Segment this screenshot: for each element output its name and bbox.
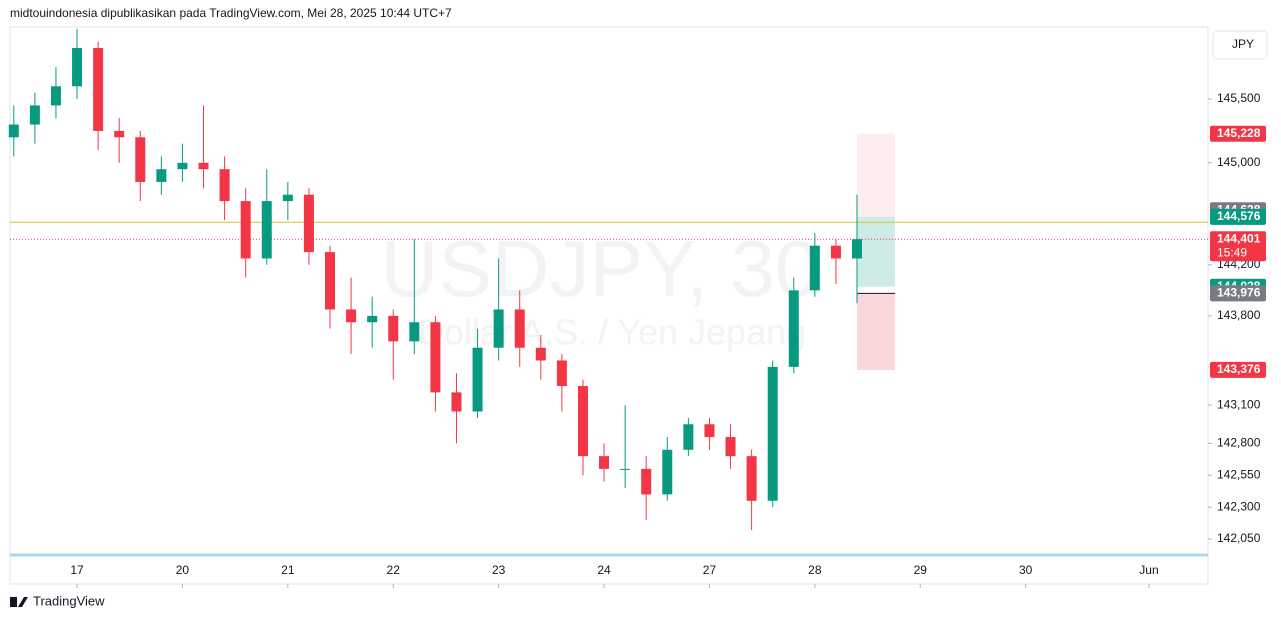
x-tick-label: Jun: [1139, 563, 1158, 577]
price-label: 145,228: [1217, 126, 1261, 140]
header: midtouindonesia dipublikasikan pada Trad…: [10, 6, 452, 20]
watermark-symbol: USDJPY, 30: [381, 224, 820, 313]
candle-body: [198, 162, 209, 170]
candle-body: [8, 124, 19, 138]
y-tick-label: 142,800: [1217, 436, 1261, 450]
candle-body: [725, 437, 736, 457]
candle-body: [409, 322, 420, 342]
x-tick-label: 20: [176, 563, 190, 577]
candle-body: [514, 309, 525, 348]
currency-button[interactable]: [1212, 30, 1268, 60]
candle-body: [93, 48, 104, 131]
x-tick-label: 23: [492, 563, 506, 577]
currency: JPY: [1232, 37, 1254, 51]
candle-body: [662, 449, 673, 495]
price-label-box: [1210, 208, 1266, 225]
candle-body: [641, 468, 652, 495]
candle-body: [325, 252, 336, 310]
candle-body: [219, 169, 230, 202]
candle-body: [367, 315, 378, 323]
candle-body: [114, 130, 125, 138]
x-tick-label: 17: [70, 563, 84, 577]
y-tick-label: 143,800: [1217, 308, 1261, 322]
y-tick-label: 142,050: [1217, 531, 1261, 545]
x-tick-label: 28: [808, 563, 822, 577]
candle-body: [156, 169, 167, 182]
y-tick-label: 143,100: [1217, 397, 1261, 411]
price-label-box: [1210, 231, 1266, 262]
y-tick-label: 142,300: [1217, 499, 1261, 513]
candle-body: [451, 392, 462, 412]
price-label: 143,976: [1217, 286, 1261, 300]
candle-body: [135, 137, 146, 182]
price-label: 144,401: [1217, 231, 1261, 245]
x-tick-label: 27: [703, 563, 717, 577]
candle-body: [620, 468, 631, 470]
y-tick-label: 145,000: [1217, 155, 1261, 169]
countdown: 15:49: [1217, 245, 1247, 259]
price-label: 144,576: [1217, 209, 1261, 223]
price-label-box: [1210, 361, 1266, 378]
candle-body: [767, 366, 778, 501]
x-tick-label: 30: [1019, 563, 1033, 577]
candle-body: [493, 309, 504, 348]
position-zone: [857, 216, 895, 287]
candle-body: [852, 239, 863, 259]
y-tick-label: 142,550: [1217, 467, 1261, 481]
candle-body: [556, 360, 567, 386]
candle-body: [240, 201, 251, 259]
logo: [10, 597, 28, 607]
price-label-box: [1210, 125, 1266, 142]
price-label-box: [1210, 285, 1266, 302]
x-tick-label: 22: [387, 563, 401, 577]
x-tick-label: 21: [281, 563, 295, 577]
x-tick-label: 24: [597, 563, 611, 577]
candle-body: [535, 347, 546, 361]
y-tick-label: 145,500: [1217, 91, 1261, 105]
footer: TradingView: [33, 593, 105, 608]
candle-body: [303, 194, 314, 253]
candle-body: [830, 245, 841, 259]
candle-body: [177, 162, 188, 170]
candle-body: [388, 315, 399, 342]
candle-body: [683, 424, 694, 450]
candle-body: [788, 290, 799, 367]
candle-body: [577, 385, 588, 457]
price-label: 143,376: [1217, 362, 1261, 376]
candle-body: [599, 456, 610, 469]
candle-body: [261, 201, 272, 259]
candle-body: [704, 424, 715, 438]
candle-body: [746, 456, 757, 501]
position-zone: [857, 293, 895, 370]
watermark-name: Dollar A.S. / Yen Jepang: [418, 312, 806, 353]
candle-body: [346, 309, 357, 323]
candle-body: [50, 86, 61, 106]
candle-body: [430, 322, 441, 393]
candle-body: [809, 245, 820, 291]
candle-body: [472, 347, 483, 412]
candle-body: [282, 194, 293, 202]
x-tick-label: 29: [914, 563, 928, 577]
candle-body: [72, 48, 83, 87]
position-zone: [857, 133, 895, 217]
candle-body: [29, 105, 40, 125]
plot-frame: [9, 26, 1209, 585]
